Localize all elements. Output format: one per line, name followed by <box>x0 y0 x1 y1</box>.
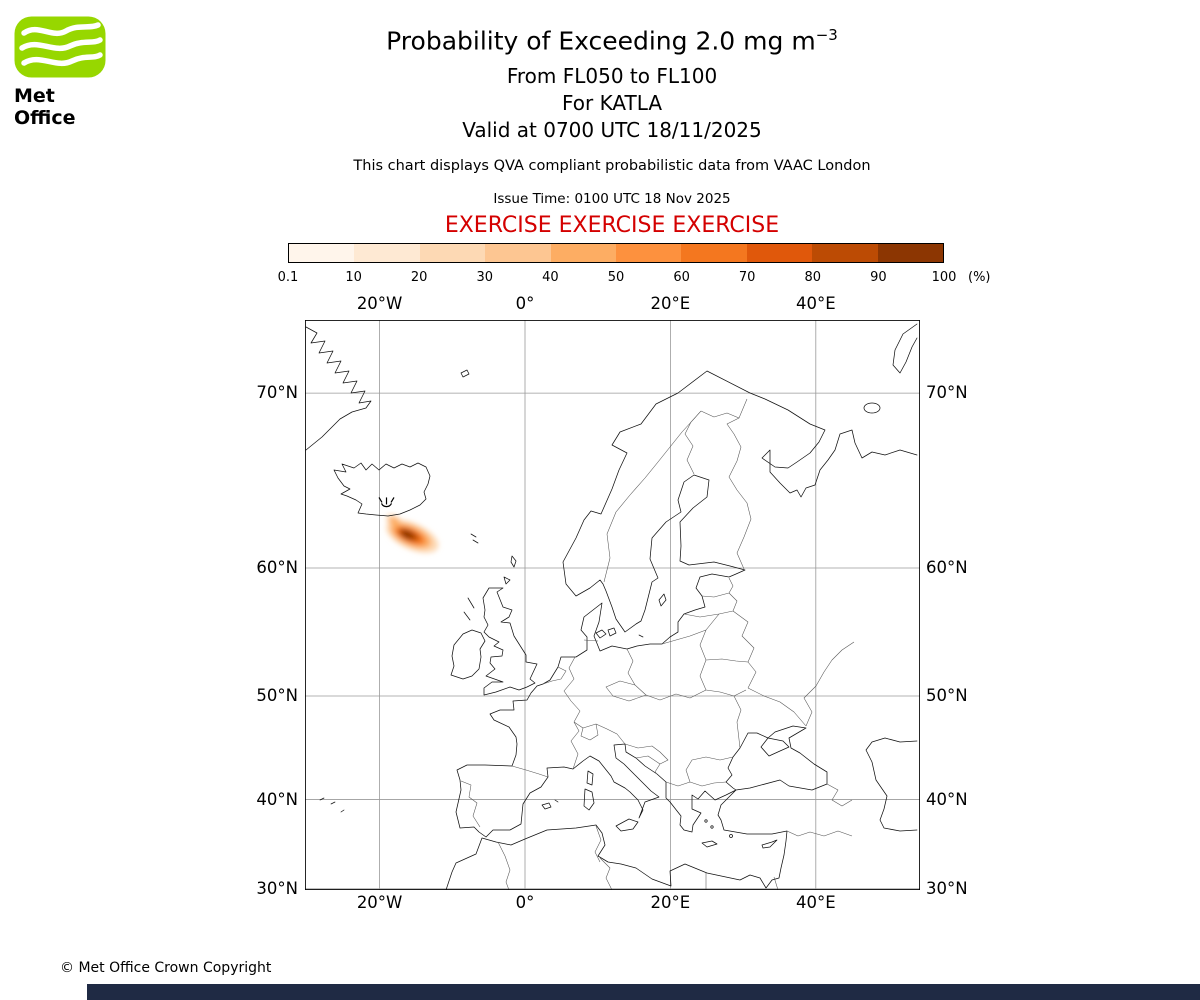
lon-label-bottom: 20°W <box>356 893 403 912</box>
copyright: © Met Office Crown Copyright <box>60 960 272 976</box>
lat-label-right: 40°N <box>926 789 968 809</box>
coastlines <box>305 323 918 890</box>
colorbar-tick-label: 60 <box>673 270 690 285</box>
colorbar-tick-label: 90 <box>870 270 887 285</box>
map-frame <box>305 320 920 890</box>
lon-label-bottom: 40°E <box>795 893 836 912</box>
subtitle-flight-levels: From FL050 to FL100 <box>506 64 718 88</box>
colorbar-segment <box>746 244 813 262</box>
colorbar-segment <box>812 244 878 262</box>
lat-label-left: 30°N <box>256 878 298 898</box>
colorbar-tick-label: 80 <box>804 270 822 285</box>
lon-label-top: 0° <box>515 294 535 313</box>
subtitle-volcano: For KATLA <box>562 91 662 115</box>
lon-label-top: 20°E <box>650 294 691 313</box>
qva-note: This chart displays QVA compliant probab… <box>353 158 871 174</box>
colorbar-tick-label: 40 <box>542 270 559 285</box>
met-office-logo: Met Office <box>14 16 118 129</box>
lat-label-left: 60°N <box>256 558 298 577</box>
lon-label-bottom: 20°E <box>650 893 691 912</box>
country-borders <box>460 398 855 890</box>
colorbar-segment <box>550 244 617 262</box>
lat-label-right: 30°N <box>926 878 968 898</box>
colorbar-segment <box>681 244 747 262</box>
lat-label-right: 60°N <box>926 558 968 577</box>
colorbar-tick-label: 0.1 <box>277 270 299 285</box>
lat-label-left: 50°N <box>256 686 298 705</box>
exercise-banner: EXERCISE EXERCISE EXERCISE <box>444 213 780 238</box>
colorbar-unit: (%) <box>968 270 991 285</box>
issue-time: Issue Time: 0100 UTC 18 Nov 2025 <box>493 191 731 207</box>
colorbar-segment <box>877 244 944 262</box>
footer-bar <box>87 984 1200 1000</box>
colorbar-tick-label: 20 <box>410 270 428 285</box>
ash-plume <box>386 514 439 553</box>
lat-label-left: 40°N <box>256 789 298 809</box>
subtitle-valid-time: Valid at 0700 UTC 18/11/2025 <box>462 118 762 142</box>
lon-label-top: 40°E <box>795 294 836 313</box>
colorbar-tick-label: 100 <box>931 270 957 285</box>
colorbar-segment <box>485 244 551 262</box>
colorbar-segment <box>354 244 420 262</box>
colorbar-tick-label: 30 <box>476 270 494 285</box>
volcano-marker <box>378 497 395 508</box>
colorbar-tick-label: 70 <box>738 270 756 285</box>
page-title: Probability of Exceeding 2.0 mg m−3 <box>386 26 838 56</box>
ash-plume-blob <box>401 530 413 539</box>
lon-label-top: 20°W <box>356 294 403 313</box>
colorbar <box>288 243 944 263</box>
map-gridlines <box>305 320 920 890</box>
colorbar-labels: 0.1 10 20 30 40 50 60 70 80 90 100 <box>0 270 1200 288</box>
colorbar-segment <box>419 244 486 262</box>
met-office-logo-icon <box>14 16 106 78</box>
map-canvas <box>305 320 920 890</box>
met-office-logo-text: Met Office <box>14 85 76 129</box>
colorbar-tick-label: 50 <box>607 270 625 285</box>
lat-label-left: 70°N <box>256 383 298 403</box>
colorbar-segment <box>616 244 682 262</box>
ash-plume-blob <box>389 517 401 527</box>
colorbar-tick-label: 10 <box>345 270 362 285</box>
lat-label-right: 70°N <box>926 383 968 403</box>
lat-label-right: 50°N <box>926 686 968 705</box>
colorbar-segment <box>289 244 355 262</box>
lon-label-bottom: 0° <box>515 893 535 912</box>
